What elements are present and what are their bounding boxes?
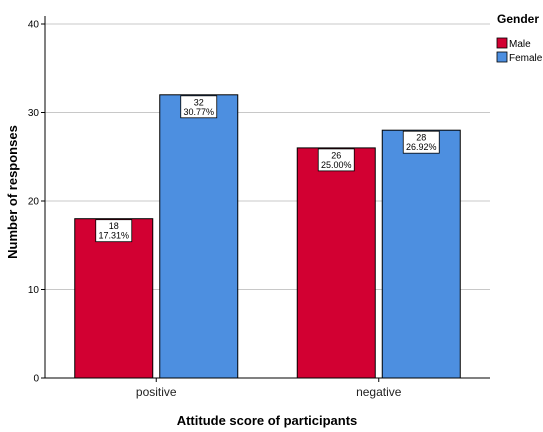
x-tick-label: positive (136, 385, 177, 399)
legend: Male Female (496, 37, 543, 64)
data-label-count: 26 (331, 150, 341, 160)
legend-title: Gender (497, 12, 539, 26)
data-label-percent: 17.31% (98, 231, 129, 241)
bar-female-positive (159, 94, 239, 379)
y-axis-title: Number of responses (5, 125, 20, 259)
data-label-count: 18 (109, 221, 119, 231)
data-label-percent: 30.77% (183, 107, 214, 117)
data-label-percent: 26.92% (406, 142, 437, 152)
data-label-box (95, 219, 133, 243)
bar-female-negative (381, 129, 461, 379)
x-axis-title: Attitude score of participants (177, 413, 358, 428)
legend-swatch-male (496, 37, 508, 49)
bars (74, 94, 461, 379)
y-tick-label: 30 (28, 108, 40, 119)
data-label-count: 28 (416, 133, 426, 143)
bar-male-positive (74, 218, 154, 379)
data-label-box (402, 130, 440, 154)
legend-label-male: Male (509, 39, 531, 50)
data-label-percent: 25.00% (321, 160, 352, 170)
y-ticks: 0 10 20 30 40 (28, 20, 45, 385)
y-tick-label: 0 (33, 374, 39, 385)
bar-male-negative (296, 147, 376, 379)
data-label-box (317, 148, 355, 172)
data-label-box (180, 95, 218, 119)
x-tick-label: negative (356, 385, 402, 399)
x-ticks: positive negative (136, 378, 402, 399)
legend-swatch-female (496, 51, 508, 63)
legend-label-female: Female (509, 53, 543, 64)
y-tick-label: 20 (28, 197, 40, 208)
data-label-count: 32 (194, 97, 204, 107)
y-tick-label: 40 (28, 20, 40, 31)
y-tick-label: 10 (28, 285, 40, 296)
